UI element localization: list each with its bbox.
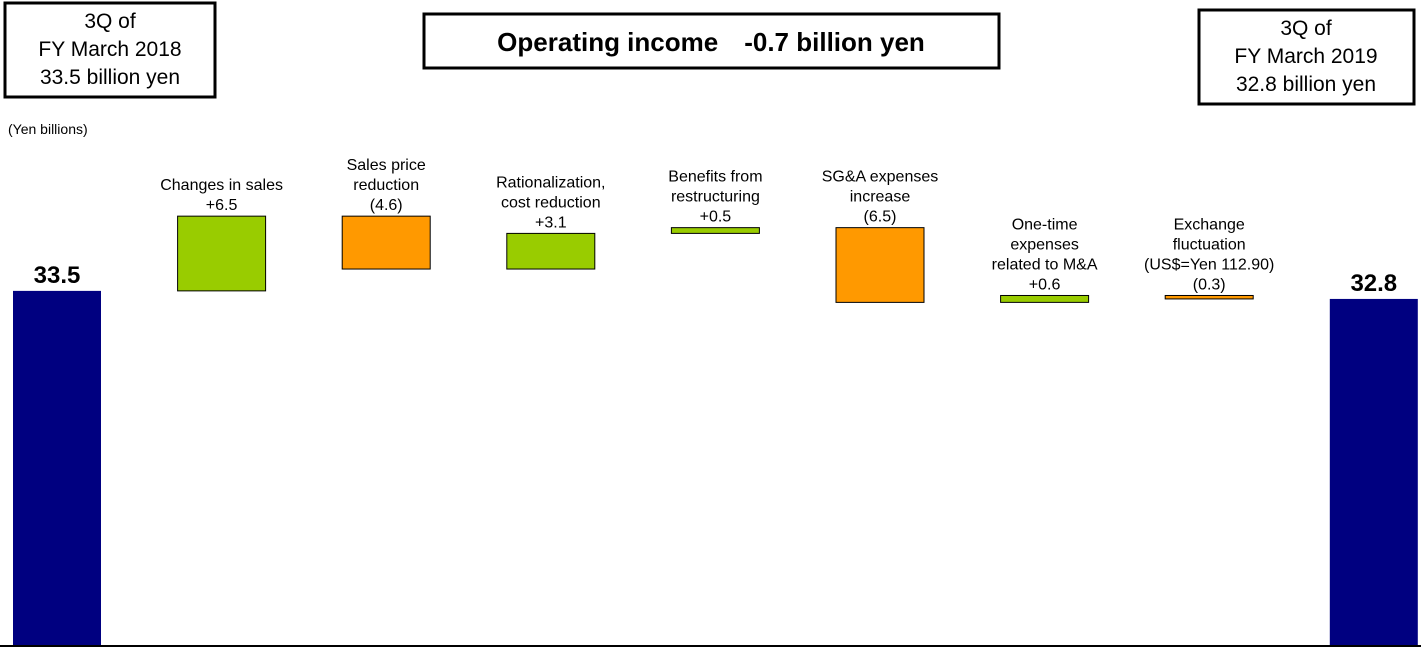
- category-label: reduction: [353, 177, 419, 194]
- unit-label: (Yen billions): [8, 121, 88, 137]
- value-label: (0.3): [1193, 276, 1226, 293]
- start-box-line: 3Q of: [84, 10, 136, 33]
- value-label: (6.5): [864, 209, 897, 226]
- change-bar: [177, 215, 267, 292]
- change-bar: [1164, 294, 1254, 300]
- category-label: restructuring: [671, 189, 760, 206]
- end-box-line: 32.8 billion yen: [1236, 73, 1376, 96]
- category-label: cost reduction: [501, 194, 601, 211]
- value-label: +3.1: [535, 214, 567, 231]
- category-label: Benefits from: [668, 169, 762, 186]
- change-bar: [1000, 294, 1090, 303]
- category-label: Exchange: [1174, 216, 1245, 233]
- category-label: expenses: [1010, 236, 1079, 253]
- category-label: fluctuation: [1173, 236, 1246, 253]
- end-box: [1197, 8, 1416, 106]
- value-label: 32.8: [1350, 270, 1397, 297]
- start-box-line: 33.5 billion yen: [40, 66, 180, 89]
- change-bar: [506, 232, 596, 270]
- change-bar: [835, 227, 925, 303]
- category-label: (US$=Yen 112.90): [1144, 256, 1274, 273]
- category-label: Changes in sales: [160, 177, 283, 194]
- category-label: Sales price: [347, 157, 426, 174]
- change-bar: [341, 215, 431, 270]
- value-label: +6.5: [206, 197, 238, 214]
- value-label: +0.5: [700, 209, 732, 226]
- end-box-line: 3Q of: [1280, 17, 1332, 40]
- total-bar: [13, 290, 101, 645]
- title-box: [422, 12, 1001, 70]
- value-label: 33.5: [34, 262, 81, 289]
- start-box-line: FY March 2018: [38, 38, 181, 61]
- change-bar: [670, 227, 760, 234]
- category-label: increase: [850, 189, 911, 206]
- category-label: Rationalization,: [496, 174, 605, 191]
- category-label: One-time: [1012, 216, 1078, 233]
- category-label: related to M&A: [992, 256, 1098, 273]
- category-label: SG&A expenses: [822, 169, 939, 186]
- chart-title: Operating income -0.7 billion yen: [497, 27, 925, 57]
- value-label: (4.6): [370, 197, 403, 214]
- start-box: [3, 1, 217, 99]
- end-box-line: FY March 2019: [1234, 45, 1377, 68]
- total-bar: [1329, 298, 1418, 645]
- value-label: +0.6: [1029, 276, 1061, 293]
